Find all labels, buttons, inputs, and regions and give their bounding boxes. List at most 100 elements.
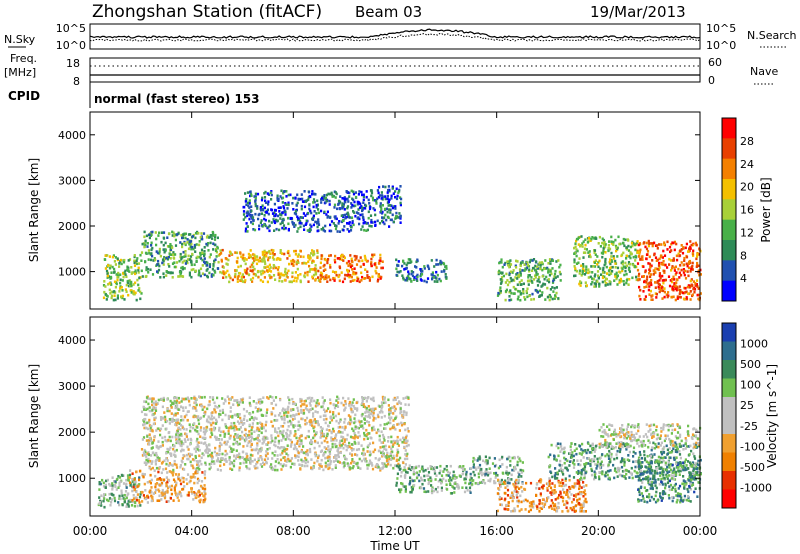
power-cell <box>215 247 218 251</box>
power-cell <box>591 236 594 239</box>
power-cell <box>307 280 310 283</box>
power-cell <box>308 270 311 273</box>
velocity-cell <box>175 466 179 469</box>
velocity-cell <box>293 443 296 447</box>
power-cell <box>313 200 316 204</box>
velocity-cell <box>378 439 381 442</box>
power-cell <box>684 287 687 290</box>
power-cell <box>203 273 206 277</box>
power-cell <box>152 259 155 262</box>
velocity-cell <box>409 468 412 472</box>
power-cell <box>371 253 374 257</box>
power-cell <box>267 200 270 203</box>
velocity-cell <box>189 479 192 483</box>
power-cell <box>299 273 302 276</box>
velocity-cell <box>203 500 206 503</box>
velocity-cell <box>164 467 168 471</box>
power-cell <box>299 216 302 219</box>
velocity-cell <box>175 420 178 424</box>
velocity-cell <box>128 481 132 484</box>
velocity-cell <box>465 475 468 479</box>
power-cell <box>690 243 693 247</box>
velocity-cell <box>275 419 278 422</box>
velocity-cell <box>391 445 394 448</box>
power-cell <box>396 270 399 274</box>
power-cell <box>663 254 667 257</box>
power-cell <box>597 261 600 264</box>
power-cell <box>337 222 340 225</box>
power-cell <box>259 259 262 263</box>
velocity-cell <box>355 448 359 452</box>
power-cell <box>189 255 193 258</box>
power-cell <box>604 260 607 263</box>
power-cell <box>335 192 338 196</box>
velocity-cell <box>134 496 137 499</box>
power-cell <box>368 224 371 228</box>
power-cell <box>344 216 347 220</box>
power-cell <box>312 201 315 204</box>
velocity-cell <box>313 399 316 403</box>
power-cell <box>107 264 110 267</box>
power-cell <box>544 267 547 270</box>
power-cell <box>538 261 541 264</box>
power-cell <box>341 219 344 223</box>
power-cell <box>258 256 261 260</box>
velocity-cell <box>198 395 201 398</box>
nsky-trace <box>89 28 701 39</box>
velocity-cell <box>393 417 397 421</box>
date-label: 19/Mar/2013 <box>590 3 686 21</box>
power-cell <box>604 251 607 254</box>
velocity-cell <box>354 420 357 423</box>
velocity-cell <box>189 443 192 446</box>
velocity-cell <box>209 417 212 421</box>
velocity-cell <box>144 489 147 492</box>
power-cell <box>439 262 443 266</box>
power-panel-frame <box>90 112 700 309</box>
power-cell <box>684 269 687 273</box>
power-cell <box>261 260 264 263</box>
power-cell <box>132 283 135 286</box>
velocity-cell <box>244 458 247 462</box>
power-cell <box>645 285 648 288</box>
velocity-cell <box>248 418 252 421</box>
power-cell <box>619 280 622 283</box>
power-cell <box>133 261 136 265</box>
power-cell <box>676 297 679 300</box>
power-cell <box>273 214 276 218</box>
power-colorbar-swatch <box>722 280 736 302</box>
velocity-cell <box>199 426 203 429</box>
power-cell <box>630 241 634 245</box>
velocity-cell <box>226 395 229 398</box>
power-colorbar-tick: 28 <box>740 135 754 148</box>
power-cell <box>604 277 607 281</box>
power-cell <box>217 267 220 270</box>
power-cell <box>196 255 199 259</box>
velocity-cell <box>153 435 156 438</box>
velocity-cell <box>269 395 272 398</box>
velocity-cell <box>298 424 301 427</box>
velocity-cell <box>271 457 274 460</box>
power-cell <box>254 204 257 208</box>
velocity-cell <box>153 418 156 422</box>
velocity-cell <box>110 492 113 496</box>
power-cell <box>147 258 150 261</box>
velocity-cell <box>262 461 265 465</box>
velocity-cell <box>408 467 411 470</box>
power-cell <box>357 277 360 281</box>
velocity-cell <box>376 413 380 417</box>
power-cell <box>365 195 368 199</box>
velocity-cell <box>258 439 261 443</box>
power-cell <box>311 261 314 264</box>
velocity-cell <box>237 443 240 446</box>
power-cell <box>150 252 153 255</box>
power-cell <box>547 268 550 271</box>
power-cell <box>111 255 114 259</box>
power-cell <box>206 274 209 278</box>
power-cell <box>364 204 368 208</box>
velocity-cell <box>148 443 151 446</box>
velocity-cell <box>144 417 147 421</box>
velocity-cell <box>171 419 175 422</box>
velocity-cell <box>142 475 145 479</box>
velocity-cell <box>118 494 121 498</box>
